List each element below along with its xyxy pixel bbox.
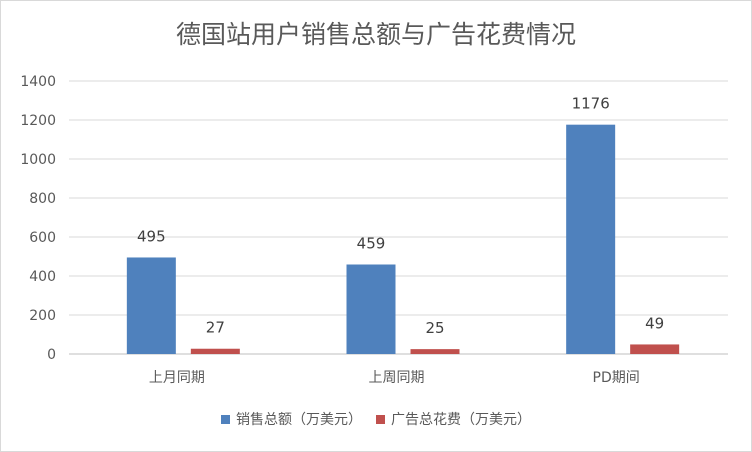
y-tick-label: 1200 xyxy=(20,113,56,129)
legend-label-ad-spend: 广告总花费（万美元） xyxy=(391,412,531,428)
bar-ad-spend xyxy=(630,344,680,354)
legend-swatch-ad-spend xyxy=(376,414,385,424)
data-label: 459 xyxy=(357,234,386,252)
y-tick-label: 1000 xyxy=(20,152,56,168)
y-tick-label: 800 xyxy=(29,191,56,207)
x-category-label: PD期间 xyxy=(593,370,640,386)
legend-label-sales: 销售总额（万美元） xyxy=(236,412,362,428)
legend-item-ad-spend: 广告总花费（万美元） xyxy=(376,409,531,429)
bar-ad-spend xyxy=(410,349,460,354)
chart-title: 德国站用户销售总额与广告花费情况 xyxy=(175,20,576,49)
y-tick-label: 400 xyxy=(29,269,56,285)
y-tick-label: 0 xyxy=(47,347,56,363)
legend: 销售总额（万美元） 广告总花费（万美元） xyxy=(1,409,751,429)
y-tick-label: 200 xyxy=(29,308,56,324)
bar-sales xyxy=(346,264,396,354)
legend-swatch-sales xyxy=(221,414,230,424)
data-label: 1176 xyxy=(572,95,610,113)
x-category-label: 上月同期 xyxy=(149,370,205,386)
bar-ad-spend xyxy=(190,348,240,354)
data-label: 495 xyxy=(137,227,166,245)
data-label: 27 xyxy=(206,319,225,337)
data-label: 49 xyxy=(645,314,664,332)
legend-item-sales: 销售总额（万美元） xyxy=(221,409,362,429)
x-category-label: 上周同期 xyxy=(369,370,425,386)
y-tick-label: 1400 xyxy=(20,74,56,90)
bar-sales xyxy=(566,124,616,355)
data-label: 25 xyxy=(425,319,444,337)
y-tick-label: 600 xyxy=(29,230,56,246)
bar-sales xyxy=(126,257,176,354)
